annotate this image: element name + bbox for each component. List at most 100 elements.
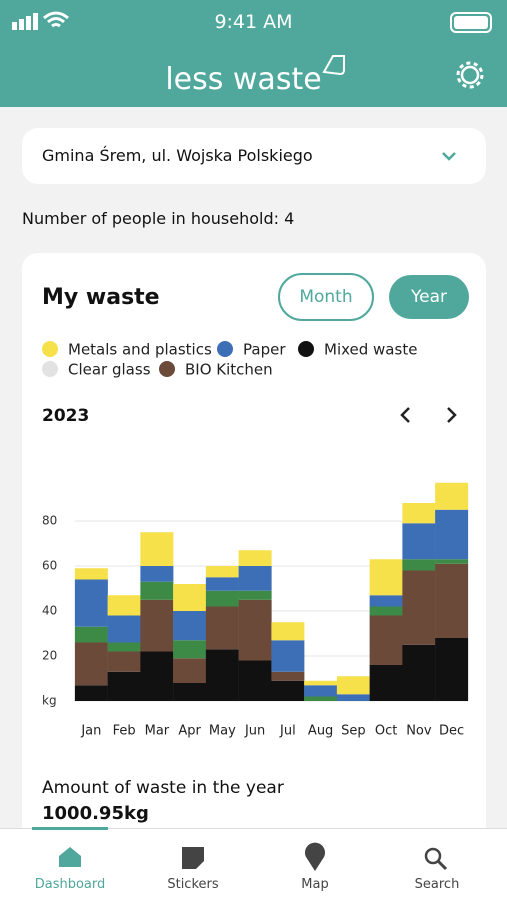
bar-segment bbox=[238, 599, 272, 661]
bar-segment bbox=[402, 644, 436, 701]
bar-segment bbox=[435, 509, 469, 560]
bar-segment bbox=[336, 676, 370, 695]
bar-segment bbox=[304, 696, 338, 701]
legend-dot bbox=[159, 361, 175, 377]
bar-segment bbox=[74, 626, 108, 643]
summary-value: 1000.95kg bbox=[42, 803, 149, 824]
legend-dot bbox=[42, 361, 58, 377]
bar-segment bbox=[74, 642, 108, 686]
x-tick-label: May bbox=[209, 724, 236, 739]
bar-segment bbox=[369, 665, 403, 701]
bar-segment bbox=[173, 640, 207, 659]
bar-segment bbox=[304, 685, 338, 697]
y-tick-label: 40 bbox=[42, 604, 57, 618]
bar-segment bbox=[205, 606, 239, 650]
battery-level bbox=[454, 16, 488, 29]
chart: kg 20 40 60 80 Metals and plastics Paper Mixed … bbox=[42, 341, 469, 739]
year-label: 2023 bbox=[42, 406, 90, 426]
bar-segment bbox=[238, 550, 272, 566]
bar-segment bbox=[238, 660, 272, 701]
tab-label[interactable]: Dashboard bbox=[34, 877, 106, 892]
logo-leaf bbox=[322, 55, 345, 76]
bar-segment bbox=[271, 671, 305, 681]
bar-segment bbox=[140, 566, 174, 582]
header: 9:41 AM less waste bbox=[0, 0, 507, 107]
active-tab-indicator bbox=[32, 827, 108, 830]
legend-label: Clear glass bbox=[68, 361, 151, 379]
x-tick-label: Jul bbox=[279, 724, 296, 739]
bar-segment bbox=[205, 577, 239, 591]
bar-segment bbox=[271, 622, 305, 641]
bar-segment bbox=[107, 651, 141, 672]
summary-label: Amount of waste in the year bbox=[42, 778, 284, 798]
month-button[interactable]: Month bbox=[278, 273, 374, 321]
bar-segment bbox=[205, 590, 239, 607]
legend-dot bbox=[42, 341, 58, 357]
bar-segment bbox=[74, 579, 108, 627]
bar-segment bbox=[304, 680, 338, 686]
location-select[interactable]: Gmina Śrem, ul. Wojska Polskiego bbox=[22, 128, 486, 184]
tab-label[interactable]: Search bbox=[414, 877, 460, 892]
bar-segment bbox=[74, 568, 108, 580]
bar-segment bbox=[369, 595, 403, 607]
bar-segment bbox=[107, 642, 141, 652]
bar-segment bbox=[435, 563, 469, 638]
year-nav[interactable] bbox=[397, 405, 467, 425]
bar-segment bbox=[435, 559, 469, 564]
header-graphics bbox=[12, 11, 492, 89]
tab-label[interactable]: Map bbox=[301, 877, 329, 892]
signal-icon bbox=[12, 13, 38, 30]
bar-segment bbox=[173, 584, 207, 611]
stickers-icon[interactable] bbox=[182, 847, 204, 869]
bar-segment bbox=[173, 683, 207, 701]
bar-segment bbox=[107, 671, 141, 701]
search-handle bbox=[436, 859, 448, 871]
x-tick-label: Jun bbox=[244, 724, 265, 739]
x-tick-label: Sep bbox=[341, 724, 366, 739]
bar-segment bbox=[205, 649, 239, 701]
battery-icon bbox=[450, 12, 492, 33]
year-button[interactable]: Year bbox=[389, 275, 469, 319]
bar-segment bbox=[369, 606, 403, 616]
x-tick-label: Jan bbox=[80, 724, 101, 739]
x-tick-label: Dec bbox=[439, 724, 464, 739]
y-tick-label: 80 bbox=[42, 514, 57, 528]
bar-segment bbox=[140, 581, 174, 600]
settings-cog[interactable] bbox=[456, 61, 484, 89]
x-tick-label: Nov bbox=[406, 724, 432, 739]
search-icon[interactable] bbox=[424, 847, 442, 865]
bar-segment bbox=[369, 615, 403, 665]
y-tick-label: 60 bbox=[42, 559, 57, 573]
bar-segment bbox=[271, 680, 305, 701]
legend-label: Mixed waste bbox=[324, 341, 417, 359]
settings-icon[interactable] bbox=[460, 65, 480, 85]
tab-icons bbox=[59, 842, 448, 871]
bar-segment bbox=[140, 532, 174, 566]
bar-segment bbox=[402, 559, 436, 571]
bar-segment bbox=[435, 482, 469, 510]
bar-segment bbox=[435, 638, 469, 701]
x-tick-label: Feb bbox=[113, 724, 136, 739]
household-text: Number of people in household: 4 bbox=[22, 209, 295, 228]
bar-segment bbox=[140, 599, 174, 652]
legend-dot bbox=[298, 341, 314, 357]
x-tick-label: Oct bbox=[375, 724, 397, 739]
legend-label: Metals and plastics bbox=[68, 341, 212, 359]
bar-segment bbox=[173, 658, 207, 683]
status-time: 9:41 AM bbox=[214, 11, 293, 33]
x-tick-label: Aug bbox=[308, 724, 333, 739]
bar-segment bbox=[140, 651, 174, 701]
bar-segment bbox=[238, 566, 272, 591]
map-icon[interactable] bbox=[305, 842, 326, 871]
tab-label[interactable]: Stickers bbox=[167, 877, 219, 892]
bar-segment bbox=[173, 611, 207, 641]
legend-label: BIO Kitchen bbox=[185, 361, 273, 379]
tab-bar: Dashboard Stickers Map Search bbox=[0, 827, 507, 901]
bar-segment bbox=[271, 640, 305, 672]
bar-segment bbox=[336, 694, 370, 701]
dashboard-icon[interactable] bbox=[59, 847, 81, 867]
legend-dot bbox=[217, 341, 233, 357]
bar-segment bbox=[107, 615, 141, 643]
card-title: My waste bbox=[42, 285, 160, 310]
